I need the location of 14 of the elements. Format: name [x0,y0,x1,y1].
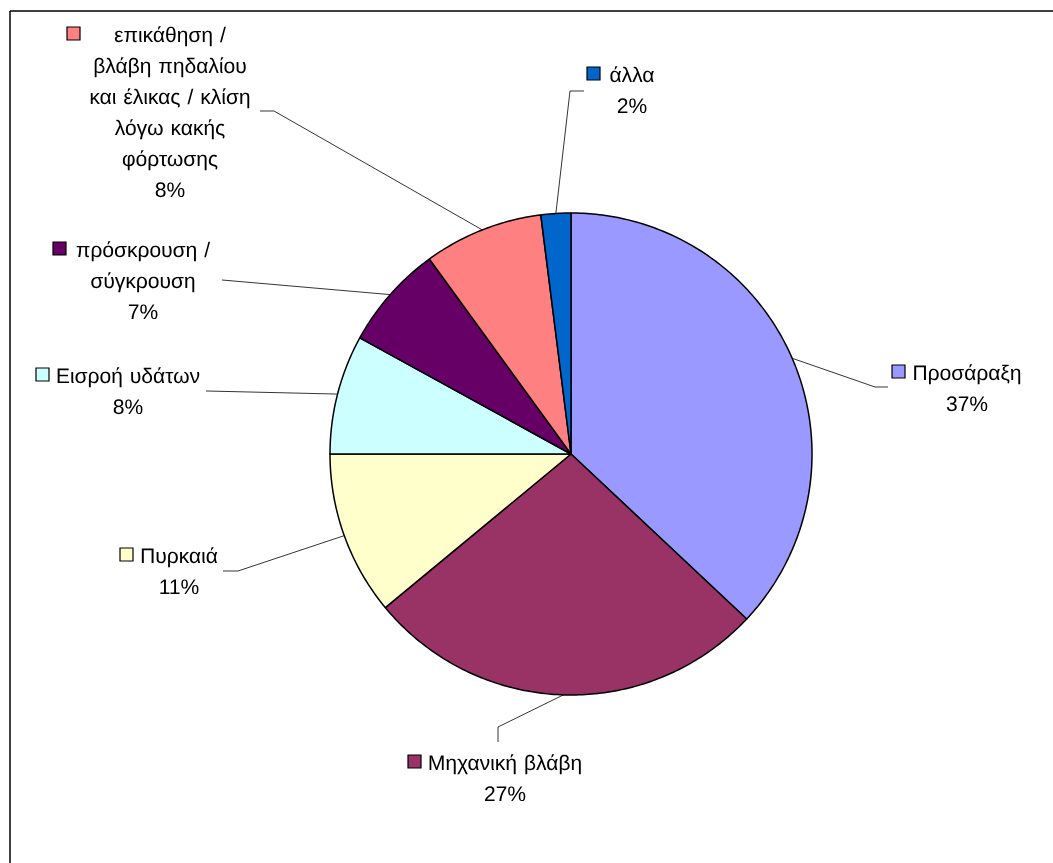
legend-label: επικάθηση / βλάβη πηδαλίου και έλικας / κλίση λόγω κακής φόρτωσης [90,26,250,171]
legend-label: άλλα [610,66,654,83]
legend-label: Εισροή υδάτων [57,367,200,388]
legend-label: Μηχανική βλάβη [429,754,581,775]
legend-label: Προσάραξη [914,364,1021,385]
data-label: 8% [113,399,143,415]
data-label: 8% [155,182,185,198]
data-label: 37% [946,396,988,412]
data-label: 7% [128,304,158,320]
data-label: 11% [160,579,199,595]
legend-label: πρόσκρουση / σύγκρουση [76,241,211,293]
data-label: 27% [485,786,526,802]
legend-label: Πυρκαιά [141,547,218,568]
data-label: 2% [617,98,647,114]
